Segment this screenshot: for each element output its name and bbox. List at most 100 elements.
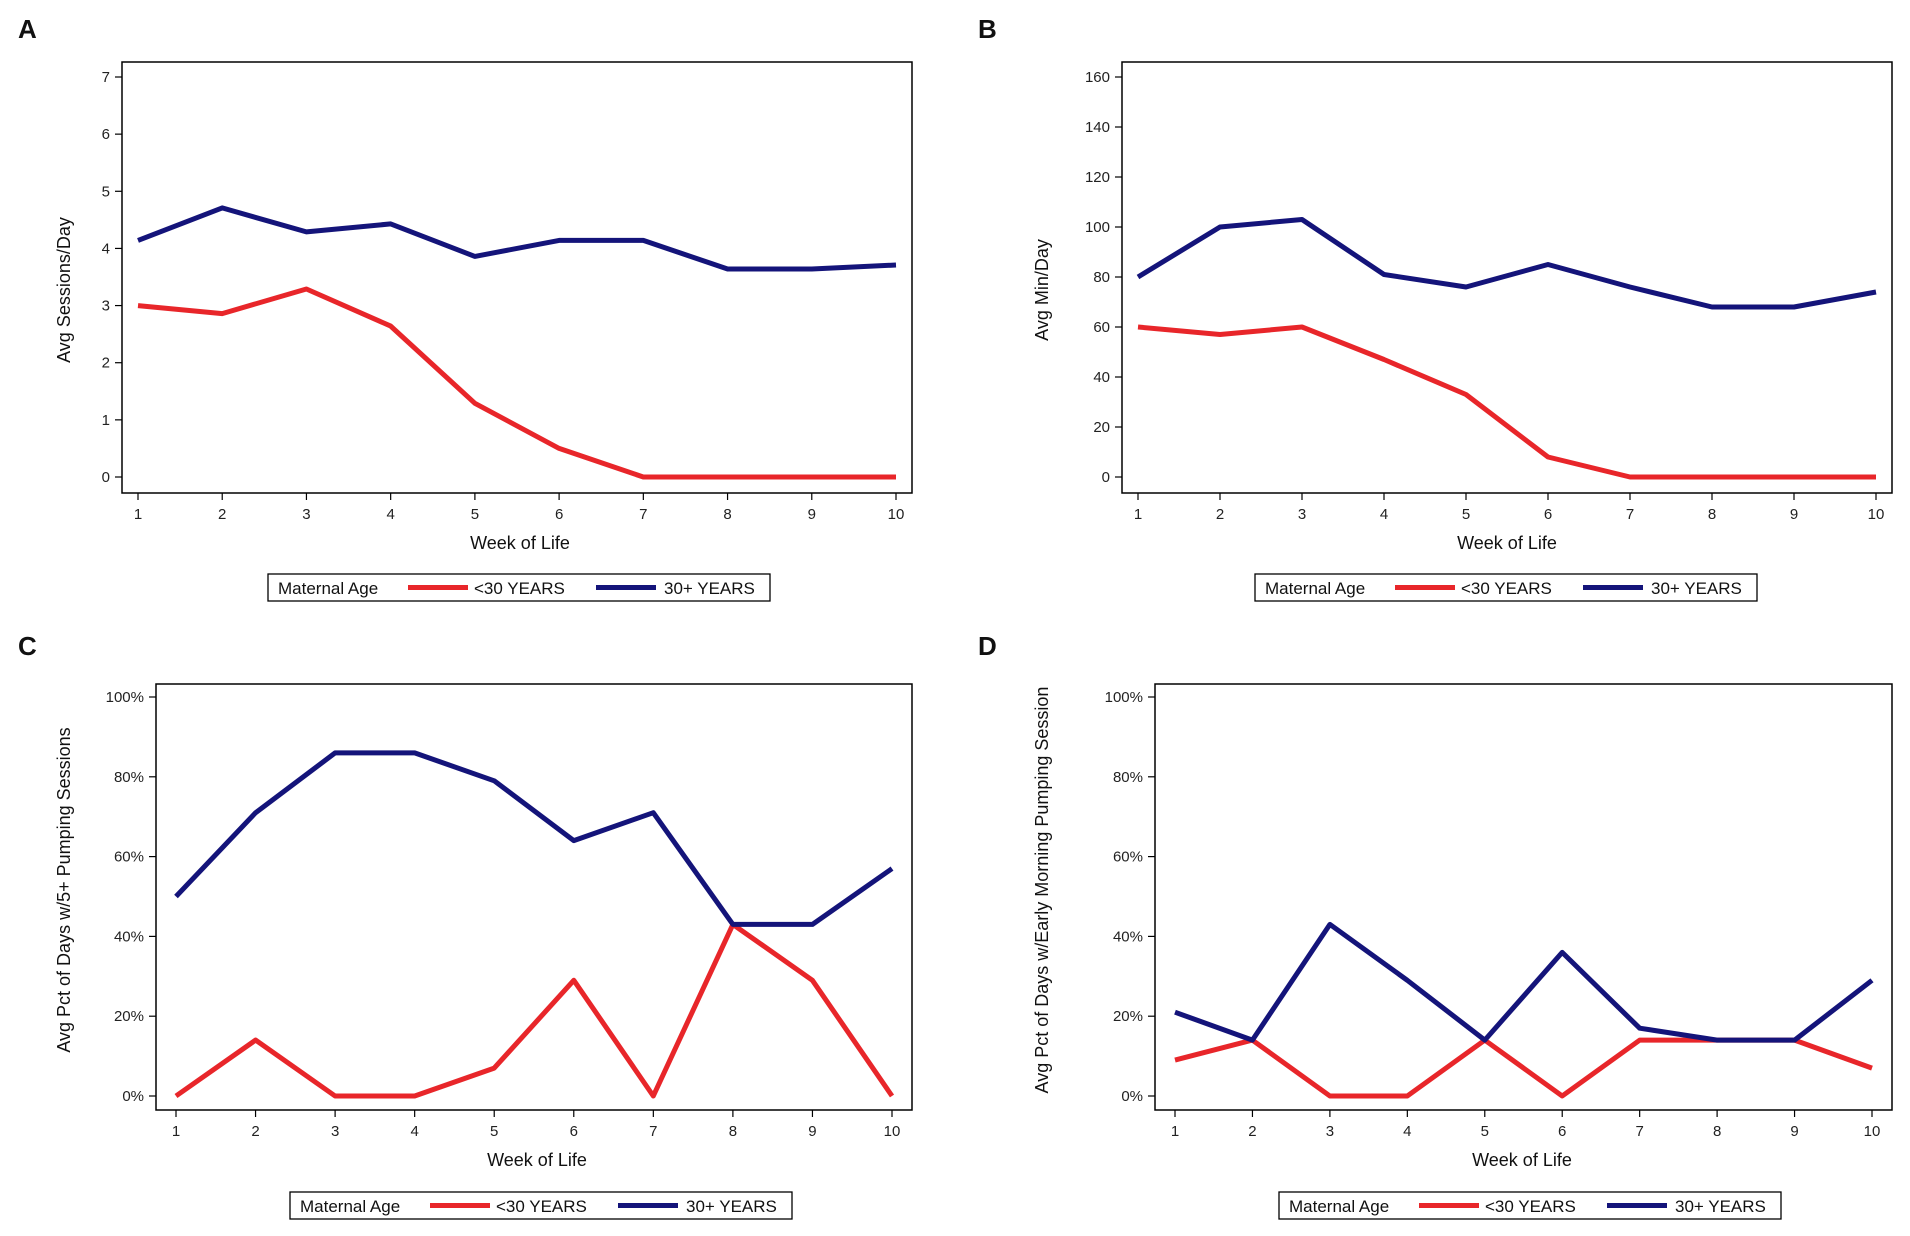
panel-d-x-tick-label: 10 xyxy=(1864,1123,1881,1140)
panel-d-legend-label-thirty-plus: 30+ YEARS xyxy=(1675,1197,1766,1216)
panel-a-series-line-under-30 xyxy=(137,286,896,480)
panel-a-x-axis-title: Week of Life xyxy=(470,533,570,553)
panel-a-x-tick-label: 6 xyxy=(555,506,563,523)
panel-c-x-tick-label: 9 xyxy=(808,1123,816,1140)
panel-b-series-line-under-30 xyxy=(1137,324,1876,480)
panel-b-x-tick-label: 4 xyxy=(1380,506,1388,523)
panel-b-y-axis-title: Avg Min/Day xyxy=(1032,239,1052,341)
panel-b-y-tick-label: 20 xyxy=(1093,419,1110,436)
panel-b-y-tick-label: 80 xyxy=(1093,269,1110,286)
panel-b-x-tick-label: 7 xyxy=(1626,506,1634,523)
panel-c-letter: C xyxy=(18,631,37,661)
panel-c-y-tick-label: 0% xyxy=(122,1088,144,1105)
panel-a: A 1 2 3 4 5 6 7 8 9 10 0 1 2 3 4 5 6 7 Week of Life Avg Sess… xyxy=(18,14,913,602)
panel-c-y-axis-title: Avg Pct of Days w/5+ Pumping Sessions xyxy=(54,727,74,1052)
panel-b-x-tick-label: 8 xyxy=(1708,506,1716,523)
panel-a-legend: Maternal Age <30 YEARS 30+ YEARS xyxy=(267,573,771,602)
panel-d-x-tick-label: 2 xyxy=(1248,1123,1256,1140)
panel-d-x-tick-label: 5 xyxy=(1481,1123,1489,1140)
panel-b-y-tick-label: 100 xyxy=(1085,219,1110,236)
panel-b-x-tick-label: 9 xyxy=(1790,506,1798,523)
panel-a-legend-title: Maternal Age xyxy=(278,579,378,598)
panel-a-x-tick-label: 10 xyxy=(888,506,905,523)
panel-b-legend-title: Maternal Age xyxy=(1265,579,1365,598)
panel-b-y-tick-label: 140 xyxy=(1085,119,1110,136)
panel-b-y-tick-label: 120 xyxy=(1085,169,1110,186)
panel-d-y-tick-label: 60% xyxy=(1113,849,1143,866)
panel-d-y-tick-label: 80% xyxy=(1113,769,1143,786)
panel-d: D1 2 3 4 5 6 7 8 9 100%20%40%60%80%100%Week of Li… xyxy=(978,631,1893,1220)
panel-d-x-tick-label: 8 xyxy=(1713,1123,1721,1140)
panel-c-x-axis-title: Week of Life xyxy=(487,1150,587,1170)
panel-d-legend: Maternal Age <30 YEARS 30+ YEARS xyxy=(1278,1191,1782,1220)
panel-b-legend-box xyxy=(1254,573,1758,602)
panel-b-y-tick-label: 0 xyxy=(1102,469,1110,486)
panel-a-y-tick-label: 6 xyxy=(102,126,110,143)
panel-d-letter: D xyxy=(978,631,997,661)
panel-c-y-tick-label: 40% xyxy=(114,928,144,945)
panel-d-y-tick-label: 0% xyxy=(1121,1088,1143,1105)
panel-a-legend-label-under-30: <30 YEARS xyxy=(474,579,565,598)
panel-a-plot-frame xyxy=(121,61,913,494)
panel-d-legend-title: Maternal Age xyxy=(1289,1197,1389,1216)
panel-d-y-tick-label: 20% xyxy=(1113,1008,1143,1025)
panel-c-x-tick-label: 8 xyxy=(729,1123,737,1140)
panel-d-y-tick-label: 40% xyxy=(1113,928,1143,945)
panel-a-series-line-thirty-plus xyxy=(137,205,897,272)
panel-c-y-tick-label: 20% xyxy=(114,1008,144,1025)
panel-c-x-tick-label: 6 xyxy=(570,1123,578,1140)
panel-c-legend-box xyxy=(289,1191,793,1220)
panel-a-y-tick-label: 4 xyxy=(102,240,110,257)
panel-b-y-tick-label: 160 xyxy=(1085,69,1110,86)
panel-d-x-tick-label: 1 xyxy=(1171,1123,1179,1140)
panel-c-plot-frame xyxy=(155,683,913,1111)
panel-a-x-tick-label: 7 xyxy=(639,506,647,523)
panel-d-x-tick-label: 6 xyxy=(1558,1123,1566,1140)
panel-c: C1 2 3 4 5 6 7 8 9 100%20%40%60%80%100%Week of Li… xyxy=(18,631,913,1220)
panel-c-x-tick-label: 4 xyxy=(410,1123,418,1140)
panel-c-series-line-thirty-plus xyxy=(174,750,894,927)
panel-b-series-line-thirty-plus xyxy=(1136,217,1877,310)
panel-d-x-tick-label: 4 xyxy=(1403,1123,1411,1140)
panel-a-y-tick-label: 5 xyxy=(102,183,110,200)
panel-b-legend-label-under-30: <30 YEARS xyxy=(1461,579,1552,598)
panel-a-y-axis-title: Avg Sessions/Day xyxy=(54,217,74,363)
panel-a-y-tick-label: 1 xyxy=(102,412,110,429)
panel-c-series-line-under-30 xyxy=(174,921,895,1099)
panel-a-y-tick-label: 2 xyxy=(102,355,110,372)
panel-a-x-tick-label: 9 xyxy=(808,506,816,523)
panel-c-x-tick-label: 5 xyxy=(490,1123,498,1140)
panel-d-legend-box xyxy=(1278,1191,1782,1220)
panel-a-y-tick-label: 3 xyxy=(102,298,110,315)
panel-d-plot-frame xyxy=(1154,683,1893,1111)
panel-b-x-axis-title: Week of Life xyxy=(1457,533,1557,553)
panel-c-x-tick-label: 3 xyxy=(331,1123,339,1140)
panel-a-x-tick-label: 5 xyxy=(471,506,479,523)
panel-d-x-tick-label: 7 xyxy=(1635,1123,1643,1140)
panel-c-legend: Maternal Age <30 YEARS 30+ YEARS xyxy=(289,1191,793,1220)
panel-d-x-tick-label: 9 xyxy=(1790,1123,1798,1140)
panel-b-y-tick-label: 40 xyxy=(1093,369,1110,386)
panel-a-x-tick-label: 3 xyxy=(302,506,310,523)
panel-a-y-tick-label: 7 xyxy=(102,69,110,86)
panel-c-legend-label-under-30: <30 YEARS xyxy=(496,1197,587,1216)
panel-a-legend-label-thirty-plus: 30+ YEARS xyxy=(664,579,755,598)
panel-c-x-tick-label: 10 xyxy=(884,1123,901,1140)
panel-d-y-tick-label: 100% xyxy=(1105,689,1143,706)
panel-b-x-tick-label: 2 xyxy=(1216,506,1224,523)
panel-d-x-axis-title: Week of Life xyxy=(1472,1150,1572,1170)
panel-b-x-tick-label: 3 xyxy=(1298,506,1306,523)
panel-b-x-tick-label: 10 xyxy=(1868,506,1885,523)
panel-c-y-tick-label: 100% xyxy=(106,689,144,706)
panel-b-y-tick-label: 60 xyxy=(1093,319,1110,336)
panel-d-y-axis-title: Avg Pct of Days w/Early Morning Pumping … xyxy=(1032,687,1052,1094)
panel-a-x-tick-label: 2 xyxy=(218,506,226,523)
panel-d-x-tick-label: 3 xyxy=(1326,1123,1334,1140)
panel-c-legend-title: Maternal Age xyxy=(300,1197,400,1216)
panel-b-x-tick-label: 5 xyxy=(1462,506,1470,523)
panel-a-x-tick-label: 4 xyxy=(386,506,394,523)
panel-b-x-tick-label: 1 xyxy=(1134,506,1142,523)
panel-c-y-tick-label: 80% xyxy=(114,769,144,786)
